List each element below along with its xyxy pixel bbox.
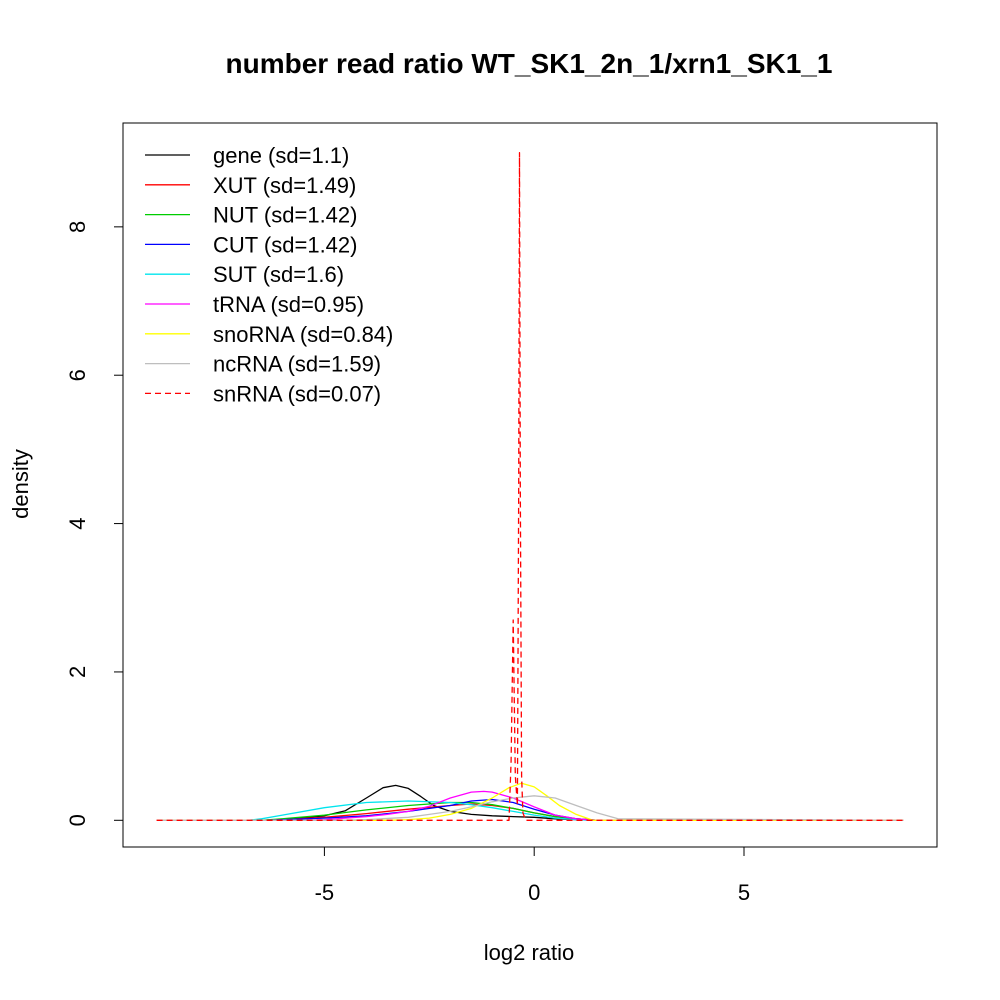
y-tick-label: 6	[65, 369, 90, 381]
legend-label-5: tRNA (sd=0.95)	[213, 292, 364, 317]
y-tick-label: 2	[65, 666, 90, 678]
legend-label-4: SUT (sd=1.6)	[213, 262, 344, 287]
legend-label-6: snoRNA (sd=0.84)	[213, 322, 393, 347]
series-line-6	[156, 782, 904, 821]
series-layer	[156, 152, 904, 821]
y-tick-label: 0	[65, 814, 90, 826]
series-line-5	[156, 790, 904, 821]
y-axis-label: density	[8, 449, 33, 519]
legend-label-1: XUT (sd=1.49)	[213, 173, 356, 198]
y-tick-label: 4	[65, 517, 90, 529]
x-tick-label: -5	[315, 880, 335, 905]
legend-label-2: NUT (sd=1.42)	[213, 203, 357, 228]
y-tick-label: 8	[65, 221, 90, 233]
series-line-8	[156, 152, 904, 821]
x-tick-label: 0	[528, 880, 540, 905]
x-tick-label: 5	[738, 880, 750, 905]
legend-label-7: ncRNA (sd=1.59)	[213, 352, 381, 377]
legend-label-8: snRNA (sd=0.07)	[213, 381, 381, 406]
plot-frame	[122, 122, 938, 848]
series-line-7	[156, 795, 904, 821]
legend-label-0: gene (sd=1.1)	[213, 143, 349, 168]
legend-label-3: CUT (sd=1.42)	[213, 232, 357, 257]
series-line-4	[156, 800, 904, 821]
chart-title: number read ratio WT_SK1_2n_1/xrn1_SK1_1	[226, 48, 833, 79]
legend: gene (sd=1.1) XUT (sd=1.49) NUT (sd=1.42) C…	[145, 143, 393, 406]
x-axis-label: log2 ratio	[484, 940, 575, 965]
